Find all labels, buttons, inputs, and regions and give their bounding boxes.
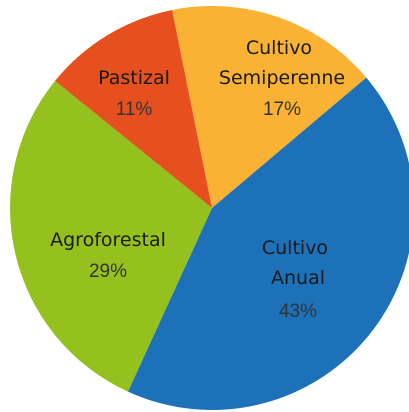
slice-label: Pastizal — [98, 67, 170, 89]
slice-value-label: 29% — [89, 261, 127, 282]
slice-label: Cultivo Anual — [262, 237, 334, 289]
slice-value-label: 43% — [279, 301, 317, 322]
pie-slice — [55, 9, 213, 208]
pie-slice — [10, 80, 213, 392]
pie-slice — [127, 77, 409, 410]
slice-value-label: 11% — [116, 99, 153, 120]
slice-value-label: 17% — [263, 99, 301, 120]
slice-label: Agroforestal — [50, 229, 166, 251]
slice-label: Cultivo Semiperenne — [219, 37, 345, 89]
pie-slice — [172, 6, 367, 209]
